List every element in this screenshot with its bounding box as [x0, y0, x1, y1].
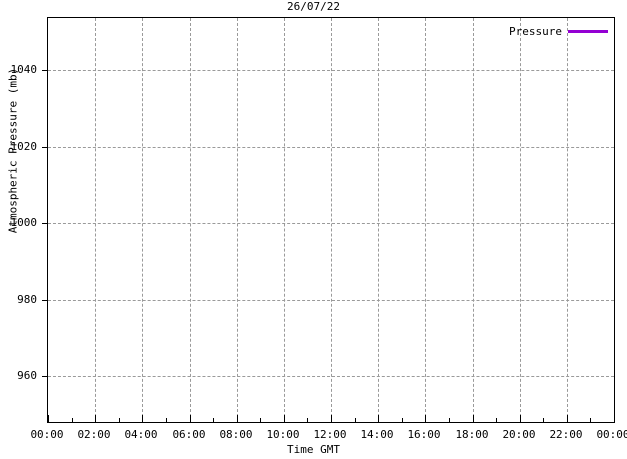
x-axis-tick [614, 415, 615, 422]
x-axis-tick [378, 415, 379, 422]
y-axis-tick [42, 70, 48, 71]
x-axis-tick [48, 415, 49, 422]
x-axis-tick [142, 415, 143, 422]
y-axis-tick-label: 980 [17, 293, 37, 306]
gridline-vertical [378, 18, 379, 422]
x-axis-tick-label: 10:00 [266, 428, 300, 441]
x-axis-tick [190, 415, 191, 422]
x-axis-minor-tick [590, 418, 591, 422]
gridline-vertical [95, 18, 96, 422]
x-axis-tick-label: 04:00 [124, 428, 158, 441]
x-axis-minor-tick [449, 418, 450, 422]
x-axis-minor-tick [213, 418, 214, 422]
y-axis-tick [42, 223, 48, 224]
y-axis-tick [42, 376, 48, 377]
gridline-vertical [237, 18, 238, 422]
gridline-vertical [567, 18, 568, 422]
gridline-vertical [190, 18, 191, 422]
x-axis-tick [473, 415, 474, 422]
x-axis-minor-tick [119, 418, 120, 422]
x-axis-minor-tick [307, 418, 308, 422]
y-axis-tick-label: 960 [17, 369, 37, 382]
chart-title: 26/07/22 [287, 0, 340, 13]
x-axis-tick [331, 415, 332, 422]
x-axis-minor-tick [260, 418, 261, 422]
x-axis-tick-label: 16:00 [407, 428, 441, 441]
x-axis-minor-tick [543, 418, 544, 422]
chart-legend: Pressure [509, 26, 608, 37]
y-axis-title: Atmospheric Pressure (mb) [6, 67, 20, 234]
x-axis-minor-tick [166, 418, 167, 422]
gridline-vertical [284, 18, 285, 422]
x-axis-tick-label: 14:00 [360, 428, 394, 441]
x-axis-minor-tick [496, 418, 497, 422]
gridline-vertical [473, 18, 474, 422]
x-axis-tick-label: 02:00 [77, 428, 111, 441]
x-axis-tick-label: 22:00 [549, 428, 583, 441]
y-axis-tick [42, 300, 48, 301]
x-axis-tick-label: 08:00 [219, 428, 253, 441]
x-axis-tick [284, 415, 285, 422]
x-axis-tick [425, 415, 426, 422]
x-axis-minor-tick [355, 418, 356, 422]
x-axis-tick-label: 12:00 [313, 428, 347, 441]
x-axis-tick [567, 415, 568, 422]
legend-item-pressure-swatch [568, 30, 608, 33]
gridline-vertical [520, 18, 521, 422]
y-axis-tick [42, 147, 48, 148]
x-axis-tick [237, 415, 238, 422]
y-axis-tick-label: 1040 [10, 63, 38, 76]
gridline-vertical [331, 18, 332, 422]
x-axis-tick-label: 20:00 [502, 428, 536, 441]
legend-item-pressure-label: Pressure [509, 25, 562, 38]
y-axis-tick-label: 1020 [10, 140, 38, 153]
x-axis-tick [95, 415, 96, 422]
x-axis-tick [520, 415, 521, 422]
x-axis-minor-tick [72, 418, 73, 422]
x-axis-tick-label: 18:00 [455, 428, 489, 441]
y-axis-tick-label: 1000 [10, 216, 38, 229]
x-axis-tick-label: 00:00 [596, 428, 627, 441]
plot-area: Pressure [42, 17, 615, 423]
gridline-vertical [142, 18, 143, 422]
gridline-vertical [425, 18, 426, 422]
x-axis-minor-tick [402, 418, 403, 422]
x-axis-title: Time GMT [287, 443, 340, 456]
x-axis-tick-label: 06:00 [172, 428, 206, 441]
x-axis-tick-label: 00:00 [30, 428, 64, 441]
